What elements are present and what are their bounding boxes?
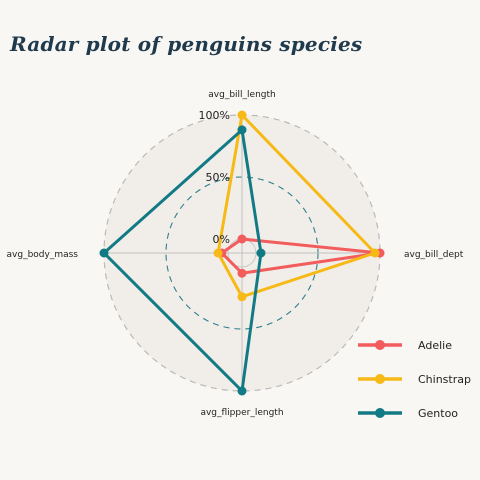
point-chinstrap-avg_body_mass: [213, 248, 223, 258]
radial-tick-label-1: 50%: [206, 171, 230, 184]
chart-title: Radar plot of penguins species: [10, 32, 363, 56]
radar-grid: [103, 114, 381, 392]
legend-label-gentoo: Gentoo: [418, 407, 458, 420]
radar-series: [99, 110, 385, 396]
radar-labels: 0%50%100%avg_bill_lengthavg_bill_deptavg…: [7, 90, 464, 418]
legend-label-adelie: Adelie: [418, 339, 452, 352]
radial-tick-label-0: 0%: [213, 233, 230, 246]
radial-tick-label-2: 100%: [199, 109, 230, 122]
point-gentoo-avg_flipper_length: [237, 386, 247, 396]
axis-label-avg_flipper_length: avg_flipper_length: [200, 408, 283, 418]
point-chinstrap-avg_flipper_length: [237, 292, 247, 302]
point-adelie-avg_bill_length: [237, 234, 247, 244]
legend-label-chinstrap: Chinstrap: [418, 373, 471, 386]
point-gentoo-avg_bill_length: [237, 125, 247, 135]
chart-legend: Adelie Chinstrap Gentoo: [358, 339, 471, 420]
legend-marker-gentoo: [375, 408, 385, 418]
point-gentoo-avg_bill_dept: [256, 248, 266, 258]
axis-label-avg_body_mass: avg_body_mass: [7, 250, 79, 260]
legend-marker-chinstrap: [375, 374, 385, 384]
point-chinstrap-avg_bill_length: [237, 110, 247, 120]
axis-label-avg_bill_length: avg_bill_length: [208, 90, 275, 100]
axis-label-avg_bill_dept: avg_bill_dept: [404, 250, 464, 260]
legend-marker-adelie: [375, 340, 385, 350]
point-adelie-avg_flipper_length: [237, 268, 247, 278]
point-chinstrap-avg_bill_dept: [370, 248, 380, 258]
point-gentoo-avg_body_mass: [99, 248, 109, 258]
